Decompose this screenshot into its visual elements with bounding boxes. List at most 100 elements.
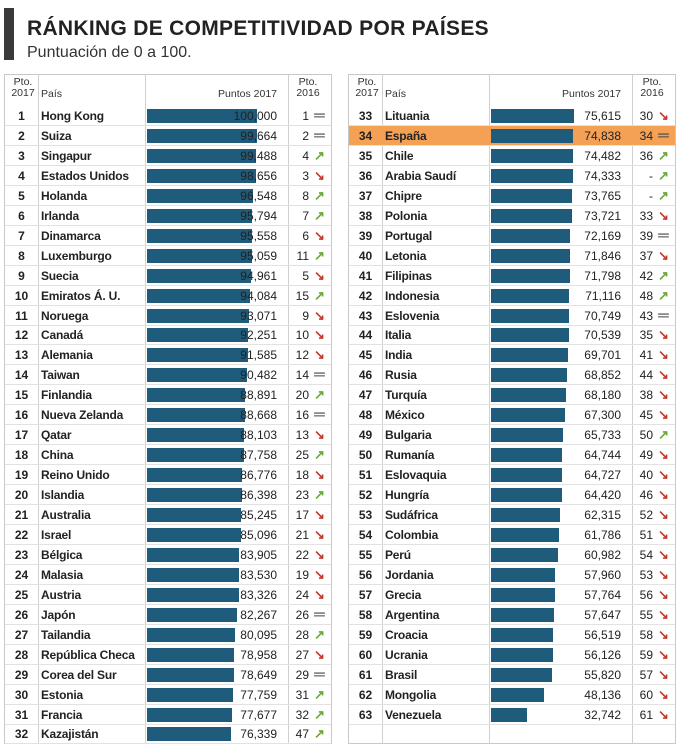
score-bar <box>147 547 240 562</box>
table-row: 40 Letonia 71,846 37 ↘ <box>349 246 675 266</box>
row-divider <box>5 583 331 585</box>
country-name: Suecia <box>41 268 79 283</box>
row-divider <box>5 543 331 545</box>
points-2017: 55,820 <box>584 667 621 682</box>
rank-2017: 42 <box>358 288 373 303</box>
trend-down-icon: ↘ <box>658 387 669 403</box>
points-2017: 88,891 <box>240 388 277 403</box>
score-bar <box>147 488 243 503</box>
row-divider <box>349 484 675 486</box>
country-name: Francia <box>41 707 83 722</box>
table-row: 46 Rusia 68,852 44 ↘ <box>349 365 675 386</box>
trend-down-icon: ↘ <box>658 646 669 662</box>
country-name: Arabia Saudí <box>385 168 456 183</box>
points-2017: 83,530 <box>240 567 277 582</box>
points-2017: 76,339 <box>240 727 277 742</box>
table-row: 24 Malasia 83,530 19 ↘ <box>5 565 331 585</box>
table-row: 57 Grecia 57,764 56 ↘ <box>349 585 675 605</box>
rank-2016: 35 <box>639 328 653 343</box>
score-bar <box>147 627 236 642</box>
trend-up-icon: ↗ <box>314 706 325 722</box>
row-divider <box>349 524 675 525</box>
trend-down-icon: ↘ <box>658 347 669 363</box>
score-bar <box>147 128 257 143</box>
row-divider <box>349 723 675 725</box>
score-bar <box>147 448 244 463</box>
column-divider <box>489 75 490 743</box>
score-bar <box>147 248 252 263</box>
country-name: Bélgica <box>41 547 83 562</box>
trend-up-icon: ↗ <box>658 427 669 443</box>
rank-2016: - <box>649 188 653 203</box>
points-2017: 88,668 <box>240 408 277 423</box>
score-bar <box>147 408 245 423</box>
trend-down-icon: ↘ <box>658 247 669 263</box>
rank-2016: 18 <box>295 468 309 483</box>
rank-2016: 17 <box>295 508 309 522</box>
row-divider <box>349 543 675 545</box>
table-row: 26 Japón 82,267 26 ═ <box>5 605 331 625</box>
score-bar <box>491 408 566 423</box>
row-divider <box>5 125 331 126</box>
row-divider <box>5 204 331 206</box>
rank-2016: 51 <box>639 527 653 542</box>
points-2017: 64,727 <box>584 468 621 483</box>
country-name: México <box>385 408 425 423</box>
trend-equal-icon: ═ <box>658 306 669 324</box>
trend-down-icon: ↘ <box>658 507 669 522</box>
row-divider <box>349 344 675 346</box>
points-2017: 73,765 <box>584 188 621 203</box>
trend-down-icon: ↘ <box>658 327 669 343</box>
points-2017: 100,000 <box>233 109 277 123</box>
points-2017: 95,794 <box>240 208 277 223</box>
country-name: Portugal <box>385 228 433 243</box>
rank-2016: 28 <box>295 627 309 642</box>
points-2017: 88,103 <box>240 428 277 443</box>
rank-2016: 20 <box>295 388 309 403</box>
row-divider <box>5 723 331 725</box>
points-2017: 32,742 <box>584 707 621 722</box>
trend-down-icon: ↘ <box>314 427 325 443</box>
table-row: 19 Reino Unido 86,776 18 ↘ <box>5 465 331 486</box>
score-bar <box>147 468 243 483</box>
country-name: Chile <box>385 148 414 163</box>
table-row: 53 Sudáfrica 62,315 52 ↘ <box>349 505 675 525</box>
trend-down-icon: ↘ <box>314 546 325 562</box>
row-divider <box>5 344 331 346</box>
row-divider <box>5 404 331 406</box>
rank-2016: 45 <box>639 408 653 423</box>
country-name: Singapur <box>41 148 92 163</box>
rank-2016: 54 <box>639 547 653 562</box>
table-row: 1 Hong Kong 100,000 1 ═ <box>5 106 331 126</box>
trend-down-icon: ↘ <box>314 507 325 522</box>
score-bar <box>147 687 233 702</box>
row-divider <box>349 504 675 506</box>
score-bar <box>147 268 252 283</box>
country-name: Filipinas <box>385 268 432 283</box>
trend-up-icon: ↗ <box>658 147 669 163</box>
points-2017: 69,701 <box>584 348 621 363</box>
rank-2017: 22 <box>14 527 29 542</box>
score-bar <box>147 228 253 243</box>
score-bar <box>491 607 555 622</box>
trend-down-icon: ↘ <box>314 566 325 582</box>
rank-2017: 46 <box>358 368 373 383</box>
rank-2016: 44 <box>639 368 653 383</box>
rank-2017: 21 <box>14 508 29 522</box>
score-bar <box>147 288 251 303</box>
score-bar <box>491 368 567 383</box>
country-name: Mongolia <box>385 687 437 702</box>
title-accent-bar <box>4 8 14 60</box>
rank-2017: 34 <box>358 128 373 143</box>
row-divider <box>349 244 675 246</box>
rank-2016: 56 <box>639 587 653 602</box>
table-row: 49 Bulgaria 65,733 50 ↗ <box>349 425 675 446</box>
trend-down-icon: ↘ <box>314 227 325 243</box>
ranking-table-right: Pto. 2017 País Puntos 2017 Pto. 2016 33 L… <box>348 74 676 744</box>
row-divider <box>349 623 675 625</box>
country-name: Turquía <box>385 388 427 403</box>
table-row: 29 Corea del Sur 78,649 29 ═ <box>5 665 331 685</box>
rank-2016: 60 <box>639 687 653 702</box>
country-name: Finlandia <box>41 388 92 403</box>
rank-2017: 25 <box>14 587 29 602</box>
